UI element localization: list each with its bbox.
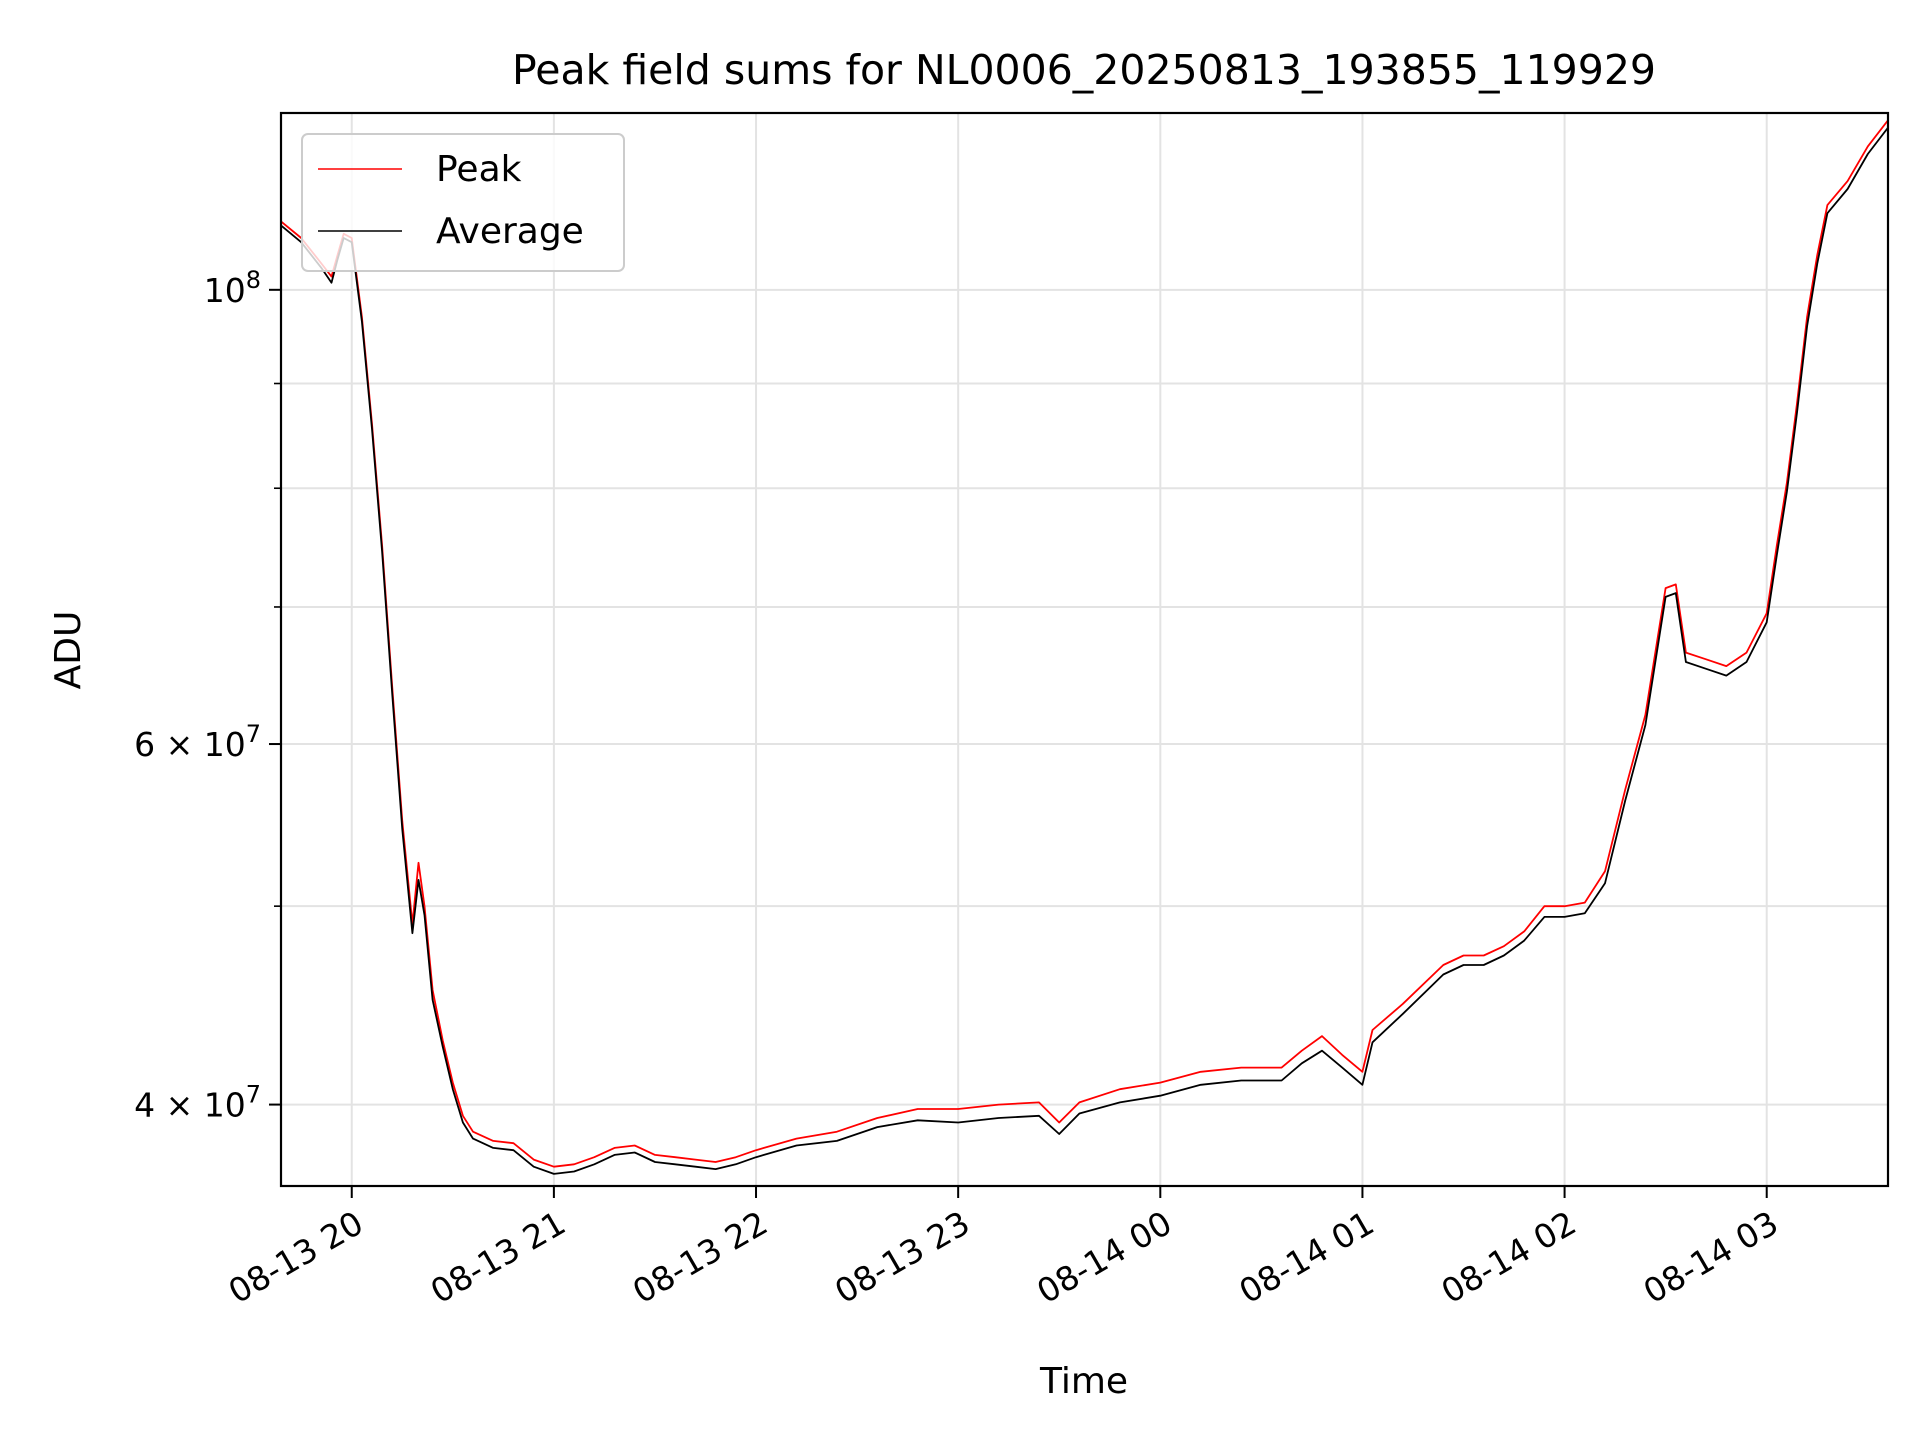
- plot-frame: [279, 111, 1890, 1188]
- y-axis: 108 6 × 107 4 × 107: [134, 266, 281, 1125]
- y-tick-label: 6 × 107: [134, 720, 261, 764]
- series-line-peak: [281, 119, 1888, 1168]
- legend-label-average: Average: [436, 211, 584, 252]
- series-layer: [281, 119, 1888, 1175]
- series-line-average: [281, 127, 1888, 1175]
- y-axis-label: ADU: [48, 611, 89, 690]
- y-tick-label: 108: [204, 266, 261, 310]
- chart-title: Peak field sums for NL0006_20250813_1938…: [512, 46, 1656, 94]
- legend: Peak Average: [301, 133, 625, 272]
- y-tick-label: 4 × 107: [134, 1081, 261, 1125]
- grid: [281, 113, 1888, 1186]
- x-axis-label: Time: [1039, 1361, 1128, 1402]
- legend-label-peak: Peak: [436, 149, 522, 190]
